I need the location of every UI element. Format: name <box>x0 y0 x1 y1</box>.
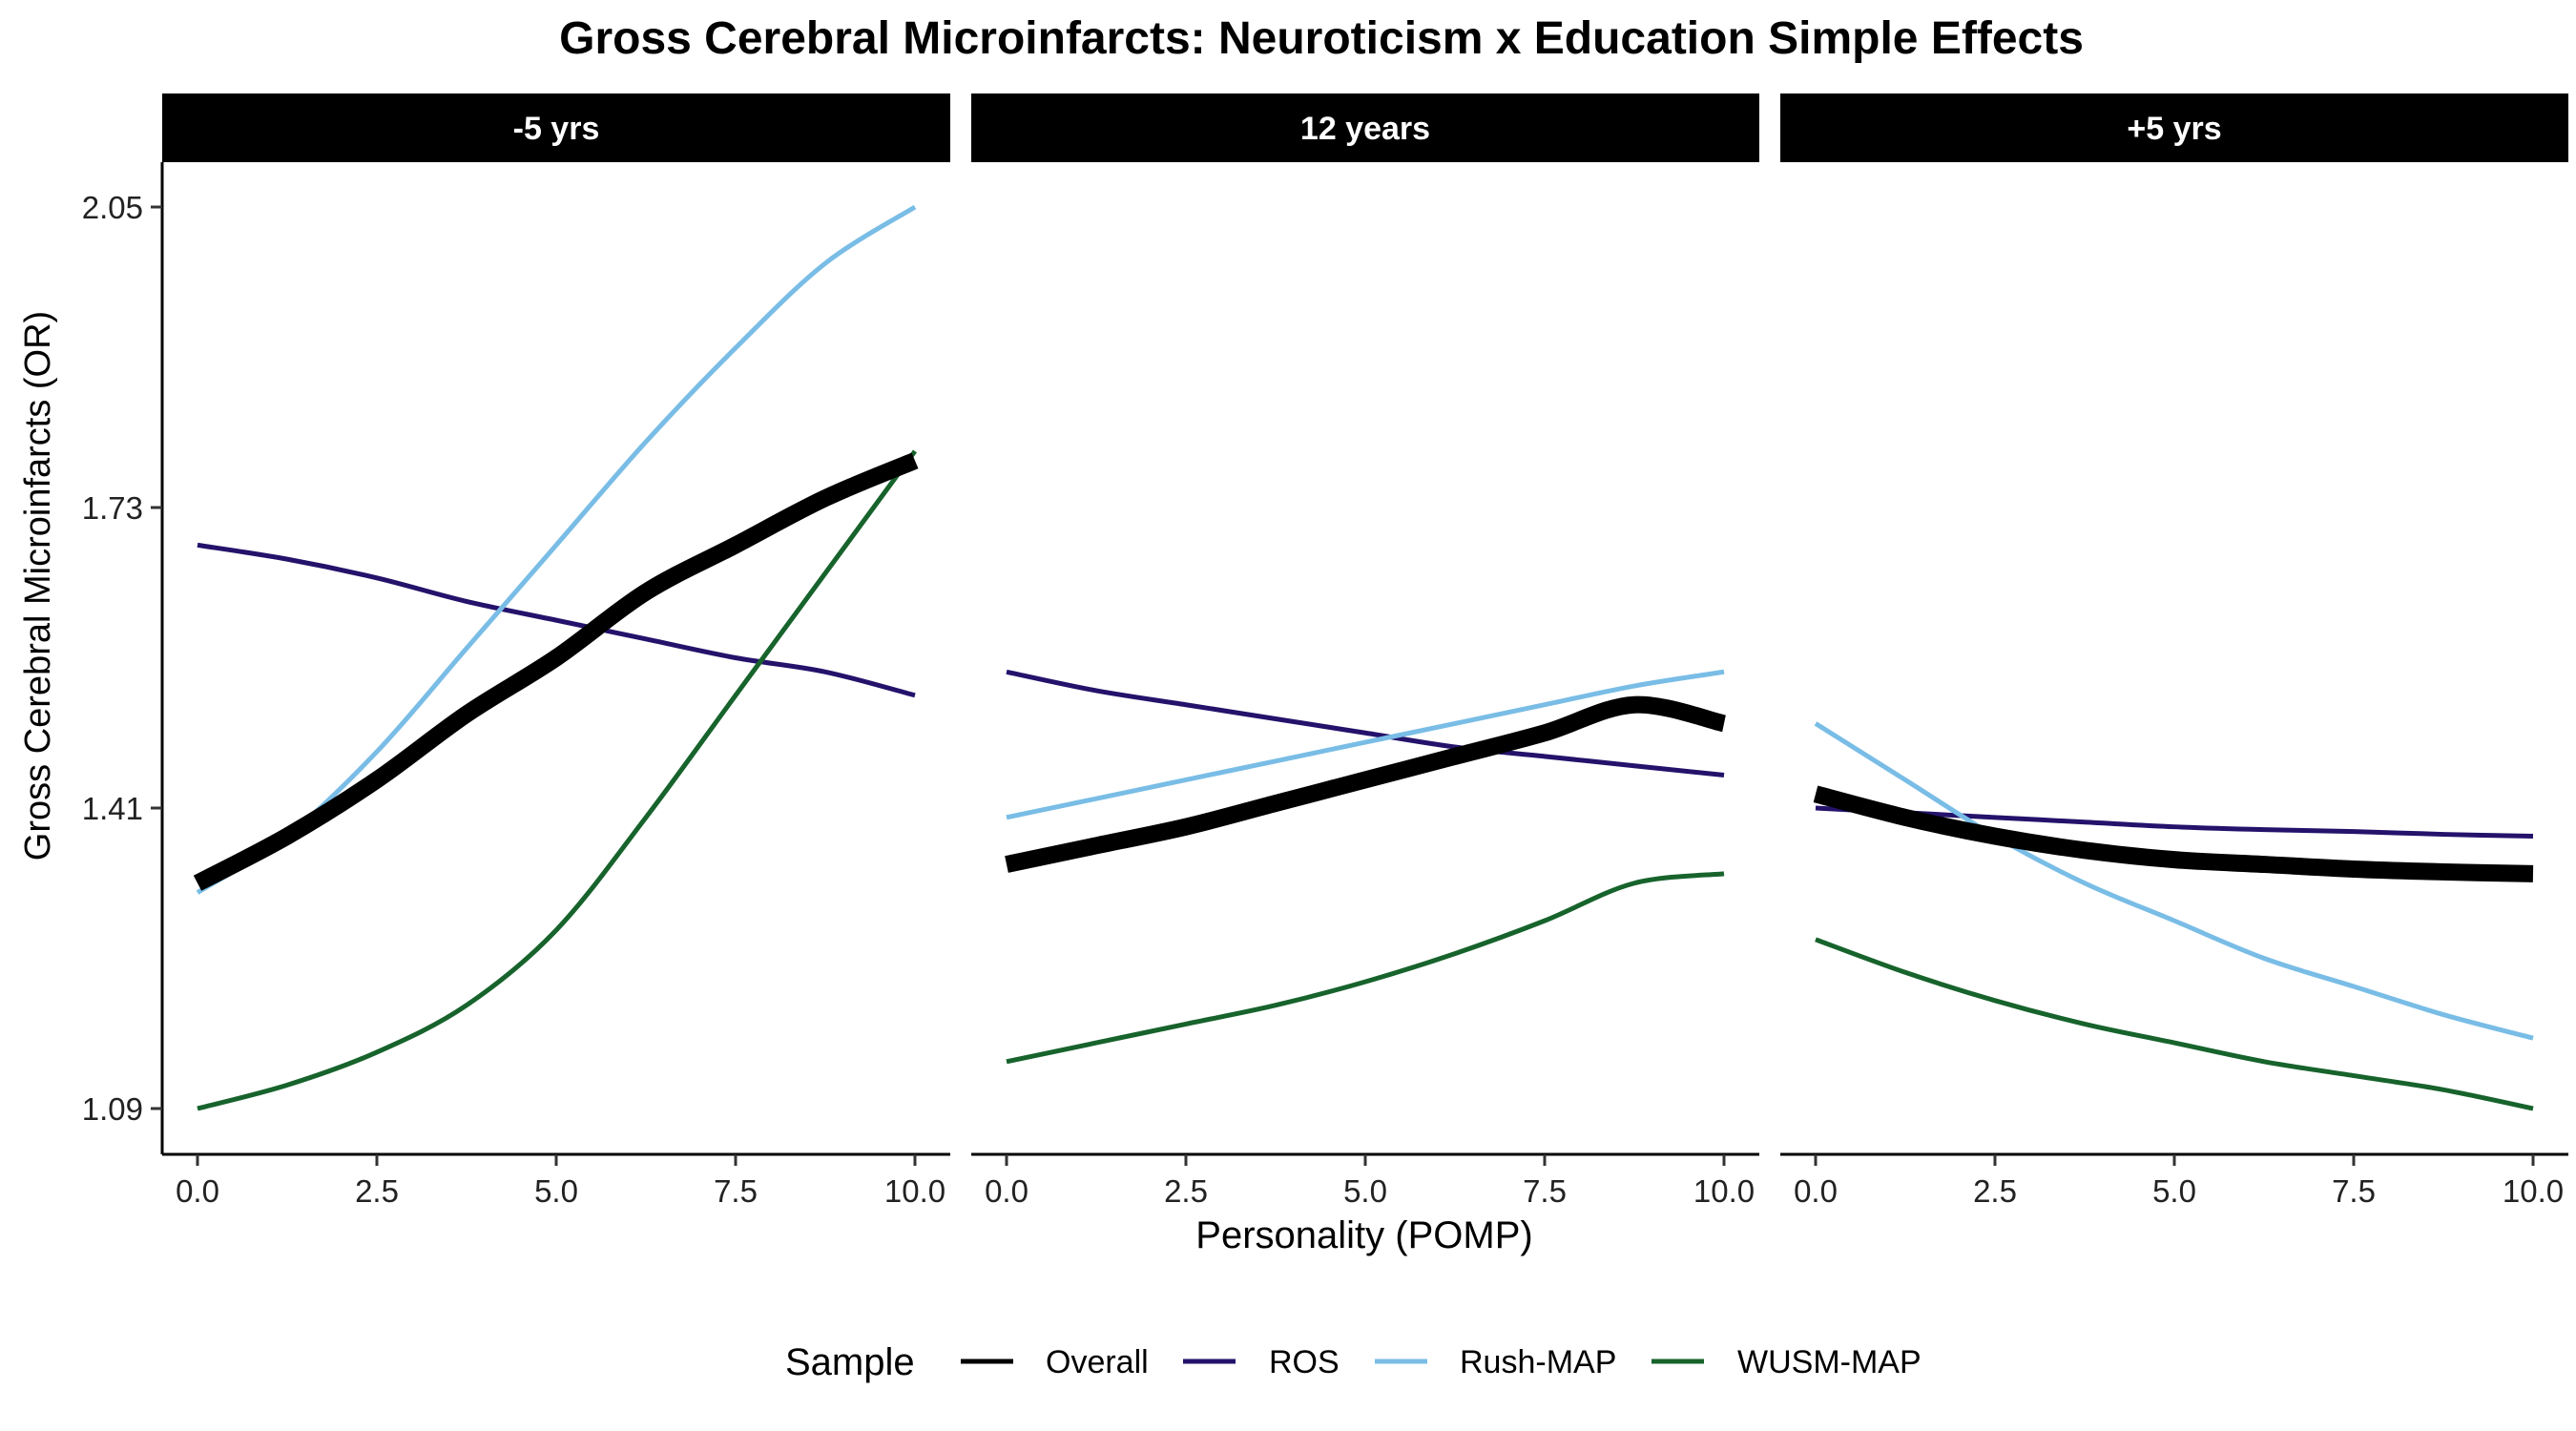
facet-strip-label: -5 yrs <box>513 111 600 147</box>
x-tick-label: 10.0 <box>884 1173 945 1209</box>
facet-strip <box>971 93 1759 162</box>
x-tick-label: 0.0 <box>1794 1173 1838 1209</box>
facet-strip-label: 12 years <box>1300 111 1430 147</box>
x-tick-label: 5.0 <box>534 1173 578 1209</box>
x-tick-label: 2.5 <box>1164 1173 1208 1209</box>
facet-strip <box>162 93 950 162</box>
series-line-overall <box>1005 695 1727 873</box>
series-line-rush-map <box>1006 669 1725 820</box>
series-line-rush-map <box>196 204 917 895</box>
series-line-ros <box>1006 669 1725 778</box>
facet-panel: 12 years 0.0 2.5 5.0 7.5 10.0 <box>971 93 1759 1209</box>
chart-title: Gross Cerebral Microinfarcts: Neuroticis… <box>559 13 2084 64</box>
y-tick-label: 2.05 <box>82 190 143 225</box>
x-tick-label: 7.5 <box>1523 1173 1567 1209</box>
series-line-wusm-map <box>1006 871 1725 1065</box>
legend-label-ros: ROS <box>1269 1344 1340 1380</box>
x-tick-label: 5.0 <box>2152 1173 2196 1209</box>
facet-panels: -5 yrs 0.0 2.5 5.0 7.5 10.0 12 years 0.0 2.5 5.0 7… <box>162 93 2568 1209</box>
series-line-rush-map <box>1814 721 2534 1041</box>
y-tick-label: 1.73 <box>82 490 143 526</box>
facet-strip <box>1780 93 2568 162</box>
y-tick-label: 1.41 <box>82 791 143 826</box>
x-axis-label: Personality (POMP) <box>1195 1214 1532 1256</box>
legend-title: Sample <box>785 1341 915 1383</box>
series-line-ros <box>197 542 916 698</box>
x-tick-label: 7.5 <box>714 1173 758 1209</box>
series-line-ros <box>1815 805 2534 840</box>
x-tick-label: 2.5 <box>355 1173 399 1209</box>
y-tick-label: 1.09 <box>82 1091 143 1127</box>
legend-label-rush-map: Rush-MAP <box>1460 1344 1616 1380</box>
legend: Sample Overall ROS Rush-MAP WUSM-MAP <box>785 1341 1922 1383</box>
facet-strip-label: +5 yrs <box>2127 111 2221 147</box>
facet-panel: -5 yrs 0.0 2.5 5.0 7.5 10.0 <box>162 93 950 1209</box>
series-line-wusm-map <box>1815 937 2534 1111</box>
x-tick-label: 0.0 <box>985 1173 1028 1209</box>
x-tick-label: 0.0 <box>176 1173 219 1209</box>
x-tick-label: 7.5 <box>2332 1173 2376 1209</box>
series-line-overall <box>1813 785 2534 882</box>
x-tick-label: 2.5 <box>1973 1173 2017 1209</box>
y-axis: 1.09 1.41 1.73 2.05 <box>82 162 164 1154</box>
x-tick-label: 10.0 <box>2503 1173 2564 1209</box>
x-tick-label: 5.0 <box>1343 1173 1387 1209</box>
series-line-wusm-map <box>197 449 918 1111</box>
legend-label-wusm-map: WUSM-MAP <box>1737 1344 1922 1380</box>
series-line-overall <box>193 452 919 891</box>
y-axis-label: Gross Cerebral Microinfarcts (OR) <box>18 311 58 861</box>
facet-panel: +5 yrs 0.0 2.5 5.0 7.5 10.0 <box>1780 93 2568 1209</box>
legend-label-overall: Overall <box>1046 1344 1149 1380</box>
x-tick-label: 10.0 <box>1693 1173 1755 1209</box>
